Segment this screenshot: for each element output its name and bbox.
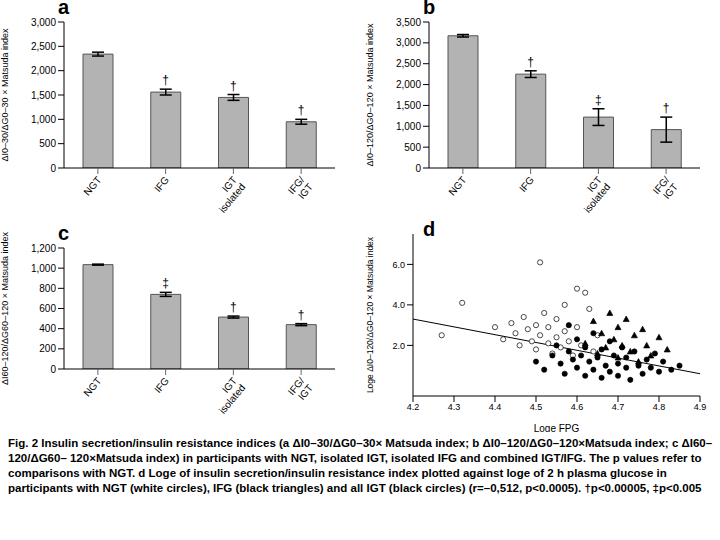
svg-text:2,000: 2,000 — [31, 65, 56, 76]
svg-text:4.4: 4.4 — [489, 402, 502, 412]
svg-text:NGT: NGT — [446, 174, 468, 197]
svg-text:1,500: 1,500 — [396, 100, 421, 111]
svg-text:0: 0 — [50, 163, 56, 174]
svg-text:2,000: 2,000 — [396, 79, 421, 90]
svg-text:†: † — [663, 101, 670, 115]
svg-text:4.0: 4.0 — [392, 300, 405, 310]
svg-text:NGT: NGT — [81, 174, 103, 197]
svg-text:1,000: 1,000 — [31, 114, 56, 125]
svg-text:IFG/IGT: IFG/IGT — [286, 375, 315, 404]
svg-text:4.3: 4.3 — [448, 402, 461, 412]
svg-text:†: † — [230, 300, 237, 314]
svg-text:†: † — [527, 55, 534, 69]
svg-text:IFG: IFG — [152, 375, 171, 395]
svg-text:2,500: 2,500 — [396, 58, 421, 69]
svg-text:‡: ‡ — [162, 276, 169, 290]
svg-text:600: 600 — [39, 303, 56, 314]
svg-text:ΔI0–30/ΔG0–30 × Matsuda index: ΔI0–30/ΔG0–30 × Matsuda index — [8, 28, 10, 161]
svg-text:IGTisolated: IGTisolated — [208, 174, 247, 215]
svg-text:IFG/IGT: IFG/IGT — [286, 174, 315, 203]
svg-text:†: † — [298, 103, 305, 117]
svg-text:400: 400 — [39, 323, 56, 334]
svg-text:1,200: 1,200 — [31, 243, 56, 254]
svg-text:4.9: 4.9 — [694, 402, 707, 412]
svg-text:1,000: 1,000 — [31, 263, 56, 274]
svg-text:†: † — [162, 73, 169, 87]
svg-text:3,000: 3,000 — [31, 17, 56, 28]
svg-text:IFG: IFG — [517, 174, 536, 194]
svg-text:4.6: 4.6 — [571, 402, 584, 412]
svg-text:4.5: 4.5 — [530, 402, 543, 412]
svg-text:IGTisolated: IGTisolated — [208, 375, 247, 416]
svg-text:†: † — [298, 308, 305, 322]
svg-text:3,500: 3,500 — [396, 17, 421, 28]
svg-text:IFG: IFG — [152, 174, 171, 194]
svg-text:3,000: 3,000 — [396, 37, 421, 48]
svg-text:0: 0 — [50, 364, 56, 375]
svg-text:200: 200 — [39, 343, 56, 354]
html-text:d: d — [423, 218, 436, 240]
svg-text:500: 500 — [39, 138, 56, 149]
svg-text:Loge FPG: Loge FPG — [534, 423, 580, 432]
html-text:Fig. 2 Insulin secretion/insul: Fig. 2 Insulin secretion/insulin resista… — [8, 437, 713, 494]
svg-text:ΔI0–120/ΔG0–120 × Matsuda inde: ΔI0–120/ΔG0–120 × Matsuda index — [365, 23, 375, 166]
svg-text:†: † — [230, 79, 237, 93]
svg-text:ΔI60–120/ΔG60–120 × Matsuda in: ΔI60–120/ΔG60–120 × Matsuda index — [8, 232, 10, 385]
svg-text:4.8: 4.8 — [653, 402, 666, 412]
svg-text:‡: ‡ — [595, 93, 602, 107]
svg-text:500: 500 — [404, 142, 421, 153]
svg-text:800: 800 — [39, 283, 56, 294]
svg-text:2,500: 2,500 — [31, 41, 56, 52]
svg-text:0: 0 — [415, 163, 421, 174]
svg-text:2.0: 2.0 — [392, 341, 405, 351]
svg-text:IGTisolated: IGTisolated — [573, 174, 612, 215]
svg-text:4.2: 4.2 — [407, 402, 420, 412]
svg-text:IFG/IGT: IFG/IGT — [651, 174, 680, 203]
svg-text:4.7: 4.7 — [612, 402, 625, 412]
svg-text:Loge ΔI0–120/ΔG0–120 × Matsuda: Loge ΔI0–120/ΔG0–120 × Matsuda index — [365, 236, 375, 393]
svg-text:NGT: NGT — [81, 375, 103, 398]
svg-text:1,500: 1,500 — [31, 90, 56, 101]
svg-text:6.0: 6.0 — [392, 260, 405, 270]
svg-text:1,000: 1,000 — [396, 121, 421, 132]
html-text:c: c — [58, 222, 70, 244]
